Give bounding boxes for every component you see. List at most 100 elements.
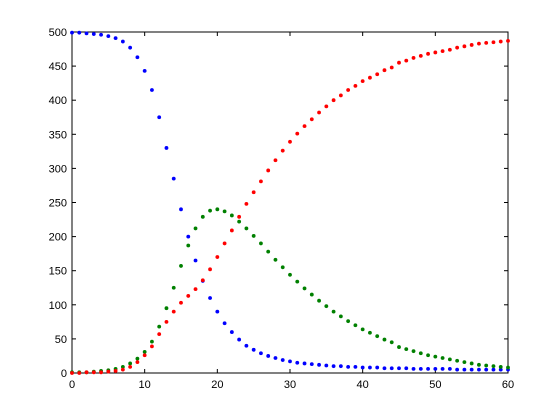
point	[237, 219, 242, 224]
point	[455, 45, 460, 50]
point	[77, 371, 82, 375]
point	[164, 146, 169, 150]
point	[462, 367, 467, 372]
point	[164, 319, 169, 324]
point	[251, 347, 256, 352]
x-tick-label: 10	[139, 379, 151, 391]
point	[491, 40, 496, 45]
point	[171, 285, 176, 290]
point	[288, 272, 292, 277]
point	[193, 287, 198, 292]
point	[113, 36, 118, 41]
point	[157, 324, 162, 329]
x-tick-label: 40	[357, 379, 369, 391]
point	[433, 354, 438, 359]
point	[222, 241, 227, 246]
point	[150, 344, 154, 349]
point	[317, 362, 321, 367]
point	[469, 43, 474, 47]
y-tick-label: 150	[49, 266, 67, 278]
point	[477, 362, 481, 367]
y-tick-label: 200	[49, 232, 67, 244]
point	[266, 249, 271, 254]
point	[382, 366, 387, 371]
point	[280, 148, 285, 153]
point	[498, 364, 503, 369]
point	[302, 361, 307, 366]
point	[120, 39, 125, 44]
point	[353, 364, 358, 369]
point	[317, 110, 321, 115]
point	[491, 367, 496, 372]
point	[229, 330, 234, 334]
plot-frame	[71, 31, 509, 374]
point	[208, 296, 212, 300]
x-tick-label: 0	[69, 379, 75, 391]
point	[309, 362, 314, 367]
point	[375, 72, 380, 77]
x-tick-label: 60	[502, 379, 514, 391]
point	[84, 31, 89, 36]
point	[491, 364, 496, 369]
point	[368, 365, 372, 370]
point	[84, 370, 89, 375]
point	[266, 354, 271, 358]
y-tick-label: 100	[49, 300, 67, 312]
point	[106, 34, 111, 38]
y-tick-label: 300	[49, 163, 67, 175]
point	[404, 366, 409, 371]
point	[506, 365, 510, 370]
point	[389, 65, 394, 70]
point	[135, 360, 140, 364]
point	[273, 257, 278, 262]
point	[164, 306, 169, 311]
point	[179, 207, 183, 212]
point	[193, 258, 198, 263]
point	[295, 131, 300, 136]
x-tick-label: 30	[284, 379, 296, 391]
x-tick-label: 20	[211, 379, 223, 391]
point	[389, 340, 394, 345]
point	[404, 58, 409, 63]
point	[338, 314, 343, 319]
point	[142, 349, 147, 354]
point	[477, 41, 481, 46]
point	[186, 234, 191, 239]
point	[418, 367, 423, 371]
point	[440, 356, 445, 360]
point	[128, 361, 133, 366]
point	[375, 365, 380, 370]
point	[179, 300, 183, 305]
point	[222, 209, 227, 214]
point	[462, 44, 467, 49]
point	[237, 214, 242, 219]
point	[360, 365, 365, 370]
point	[113, 369, 118, 373]
point	[404, 347, 409, 352]
point	[324, 304, 329, 309]
point	[411, 56, 416, 60]
point	[433, 50, 438, 55]
point	[331, 98, 336, 103]
point	[484, 367, 489, 372]
y-tick-label: 500	[49, 27, 67, 39]
point	[99, 370, 103, 375]
point	[120, 367, 125, 372]
point	[142, 68, 147, 73]
point	[273, 356, 278, 360]
point	[266, 168, 271, 173]
point	[324, 363, 329, 368]
point	[368, 75, 372, 80]
point	[91, 32, 96, 36]
point	[324, 104, 329, 109]
point	[288, 359, 292, 364]
point	[200, 278, 205, 283]
point	[498, 367, 503, 372]
y-tick-label: 350	[49, 129, 67, 141]
x-tick-label: 50	[429, 379, 441, 391]
point	[498, 39, 503, 44]
point	[382, 68, 387, 73]
y-tick-label: 50	[55, 334, 67, 346]
point	[484, 363, 489, 368]
point	[106, 369, 111, 374]
